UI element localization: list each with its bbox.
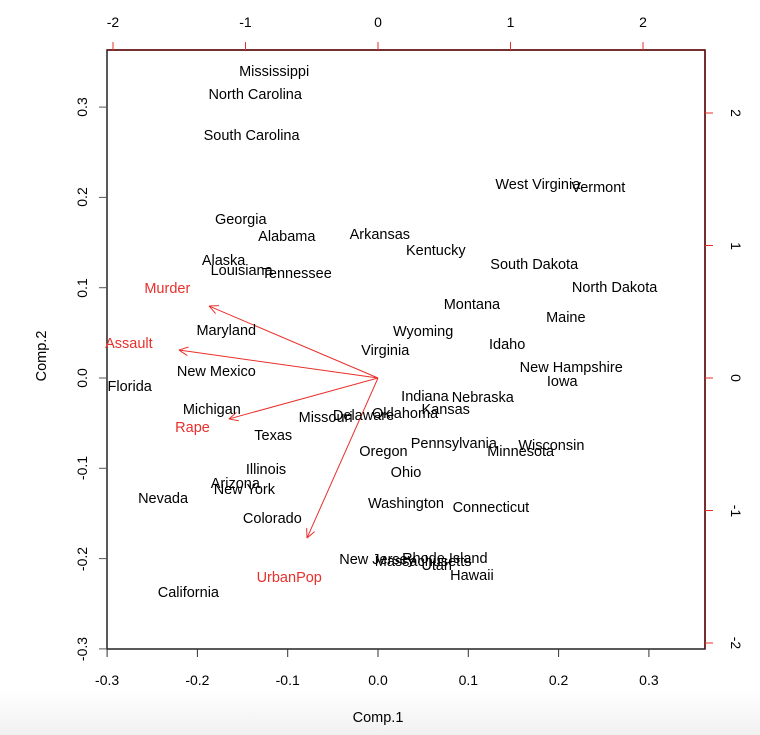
state-label: Ohio: [390, 464, 422, 481]
x-tick-label: 0.2: [548, 672, 569, 688]
right-tick-label: -2: [728, 636, 744, 650]
x-tick-label: -0.3: [95, 672, 120, 688]
x-tick-label: -0.1: [275, 672, 300, 688]
state-label: Arizona: [210, 475, 260, 492]
loading-label: Murder: [144, 280, 191, 297]
right-tick-label: -1: [728, 504, 744, 517]
state-label: Kansas: [421, 401, 470, 418]
y-tick-label: -0.1: [74, 456, 90, 481]
state-label: South Dakota: [490, 256, 579, 273]
state-label: New Hampshire: [519, 359, 623, 376]
state-label: Wisconsin: [518, 437, 585, 454]
state-label: North Dakota: [571, 279, 658, 296]
top-tick-label: 2: [639, 14, 647, 30]
loading-arrow: [178, 349, 379, 379]
y-tick-label: 0.3: [74, 97, 90, 117]
state-label: Minnesota: [487, 443, 555, 460]
state-label: Nevada: [138, 490, 189, 507]
state-label: Tennessee: [261, 265, 332, 282]
state-label: Pennsylvania: [410, 435, 497, 452]
top-tick-label: -1: [239, 14, 252, 30]
state-label: New Mexico: [176, 363, 256, 380]
state-label: Alaska: [201, 252, 246, 269]
state-label: Vermont: [571, 180, 626, 197]
top-tick-label: -2: [106, 14, 120, 30]
y-tick-label: 0.0: [74, 368, 90, 388]
top-tick-label: 0: [374, 14, 382, 30]
right-tick-label: 1: [728, 241, 744, 250]
state-label: New Jersey: [339, 552, 415, 569]
state-label: Michigan: [182, 401, 241, 418]
y-tick-label: 0.1: [74, 277, 90, 298]
state-label: West Virginia: [495, 176, 581, 193]
y-tick-label: -0.3: [74, 636, 90, 661]
state-label: Kentucky: [405, 242, 466, 259]
top-tick-label: 1: [506, 14, 515, 30]
state-label: Montana: [443, 296, 501, 313]
right-tick-label: 2: [728, 109, 744, 117]
state-label: Virginia: [361, 342, 410, 359]
loading-label: UrbanPop: [256, 569, 322, 586]
right-tick-label: 0: [728, 374, 744, 382]
state-label: Utah: [421, 557, 453, 574]
state-label: Nebraska: [451, 389, 514, 406]
state-label: California: [157, 584, 219, 601]
state-label: Maryland: [196, 322, 257, 339]
state-label: Georgia: [214, 211, 267, 228]
y-axis-title: Comp.2: [33, 330, 50, 382]
state-label: Oklahoma: [372, 405, 439, 422]
x-tick-label: 0.3: [639, 672, 659, 688]
y-tick-label: 0.2: [74, 187, 90, 208]
state-label: Iowa: [546, 373, 578, 390]
state-label: Alabama: [258, 228, 316, 245]
state-label: Mississippi: [239, 63, 310, 80]
state-label: Florida: [107, 378, 152, 395]
state-label: Delaware: [332, 407, 395, 424]
state-label: Arkansas: [349, 227, 411, 244]
state-label: New York: [213, 481, 275, 498]
state-label: Indiana: [401, 388, 449, 405]
state-label: Louisiana: [210, 263, 273, 280]
state-label: Massachusetts: [374, 553, 472, 570]
loading-label: Rape: [175, 420, 210, 437]
state-label: Hawaii: [450, 567, 494, 584]
state-label: Illinois: [245, 461, 287, 478]
state-label: South Carolina: [203, 127, 300, 144]
state-label: Colorado: [242, 510, 302, 527]
loading-arrow: [228, 377, 379, 420]
state-label: Missouri: [298, 409, 353, 426]
loading-arrow: [208, 305, 379, 379]
state-label: Wyoming: [392, 323, 454, 340]
loading-label: Assault: [105, 335, 153, 352]
state-label: Rhode Island: [402, 550, 488, 567]
state-label: Maine: [546, 310, 586, 327]
state-label: Oregon: [359, 443, 408, 460]
state-label: Connecticut: [452, 499, 530, 516]
x-axis-title: Comp.1: [352, 709, 404, 726]
y-tick-label: -0.2: [74, 546, 90, 571]
state-label: North Carolina: [208, 87, 302, 104]
state-label: Washington: [367, 496, 445, 513]
x-tick-label: 0.0: [368, 672, 388, 688]
x-tick-label: 0.1: [458, 672, 479, 688]
x-tick-label: -0.2: [185, 672, 210, 688]
loading-arrow: [306, 377, 379, 539]
state-label: Texas: [254, 427, 293, 444]
state-label: Idaho: [488, 336, 526, 353]
